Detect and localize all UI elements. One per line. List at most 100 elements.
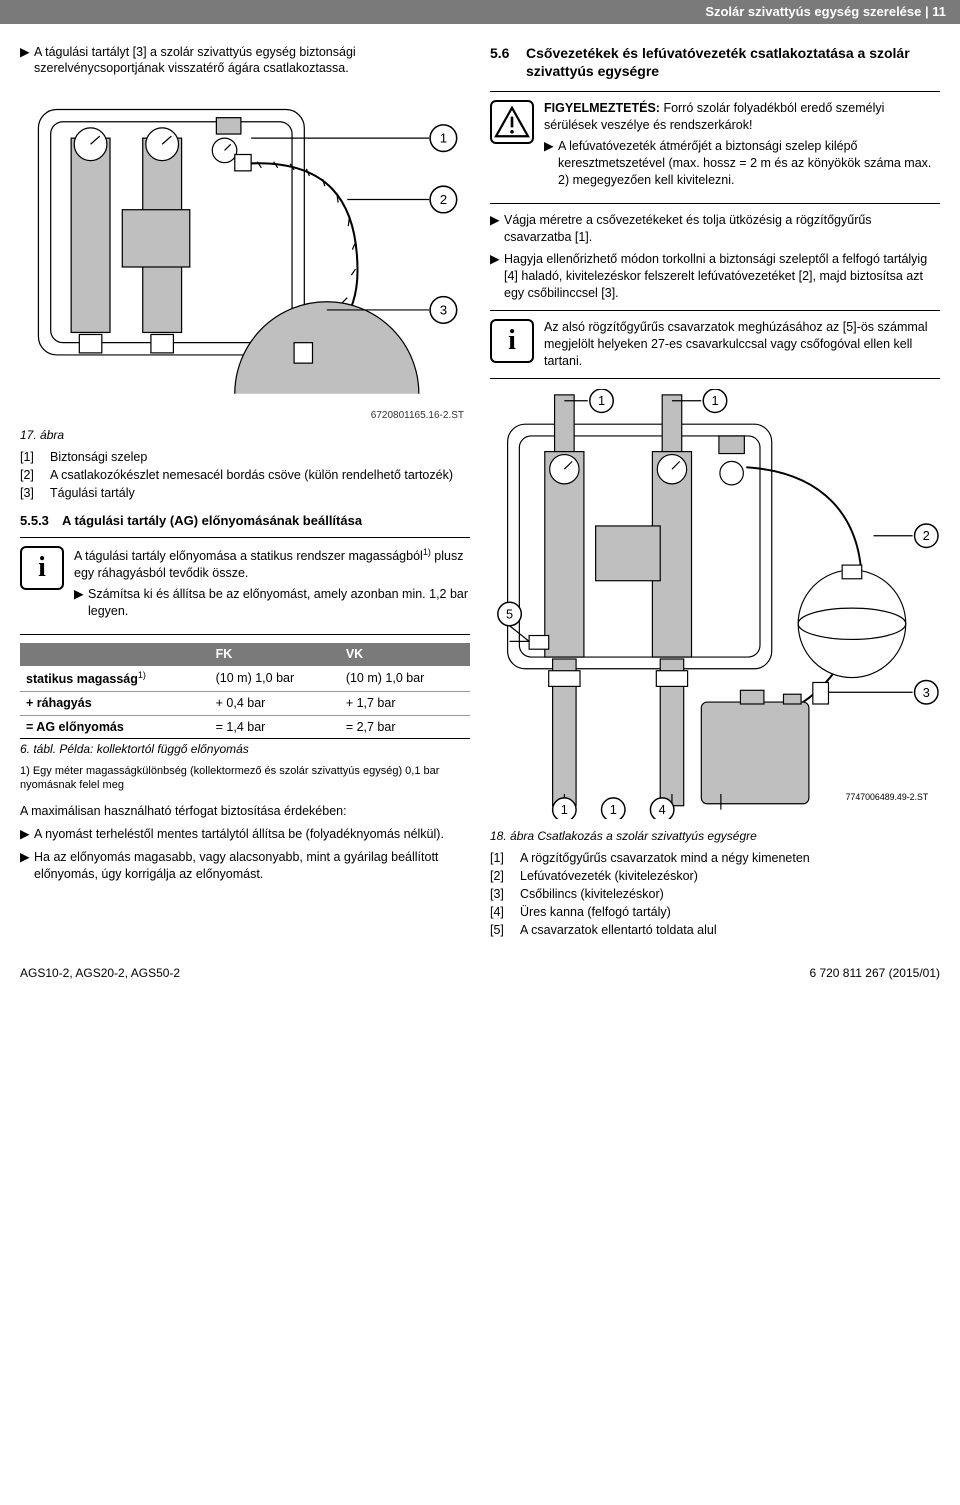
legend-key: [5] [490, 922, 520, 939]
fig18-callout: 5 [506, 606, 513, 621]
table-row: + ráhagyás + 0,4 bar + 1,7 bar [20, 691, 470, 715]
legend-key: [1] [490, 850, 520, 867]
legend-key: [2] [490, 868, 520, 885]
fig18-callout: 1 [561, 802, 568, 817]
row-label: = AG előnyomás [26, 720, 124, 734]
fig18-callout: 1 [711, 393, 718, 408]
info-bullet: Számítsa ki és állítsa be az előnyomást,… [88, 586, 470, 620]
max-intro: A maximálisan használható térfogat bizto… [20, 803, 470, 820]
fig18-callout: 4 [659, 802, 666, 817]
legend-val: A csatlakozókészlet nemesacél bordás csö… [50, 467, 470, 484]
triangle-icon: ▶ [490, 212, 504, 246]
section-title: A tágulási tartály (AG) előnyomásának be… [62, 512, 362, 530]
legend-val: Üres kanna (felfogó tartály) [520, 904, 940, 921]
row-label: statikus magasság [26, 672, 138, 686]
fig17-legend: [1] Biztonsági szelep [2] A csatlakozóké… [20, 449, 470, 502]
fig18-callout: 1 [598, 393, 605, 408]
section-title-text: Csővezetékek és lefúvatóvezeték csatlako… [526, 44, 940, 82]
triangle-icon: ▶ [490, 251, 504, 302]
legend-key: [4] [490, 904, 520, 921]
legend-row: [5] A csavarzatok ellentartó toldata alu… [490, 922, 940, 939]
header-section: Szolár szivattyús egység szerelése [705, 4, 921, 19]
right-column: 5.6 Csővezetékek és lefúvatóvezeték csat… [490, 38, 940, 949]
warning-body: FIGYELMEZTETÉS: Forró szolár folyadékból… [544, 100, 940, 194]
section-number: 5.6 [490, 44, 526, 82]
legend-row: [3] Csőbilincs (kivitelezéskor) [490, 886, 940, 903]
table-caption: 6. tábl. Példa: kollektortól függő előny… [20, 741, 470, 757]
fig18-caption: 18. ábra Csatlakozás a szolár szivattyús… [490, 828, 940, 844]
legend-val: Lefúvatóvezeték (kivitelezéskor) [520, 868, 940, 885]
fig17-callout-3: 3 [440, 303, 447, 318]
triangle-icon: ▶ [20, 826, 34, 843]
header-page: 11 [932, 4, 946, 19]
max-bullet-text: Ha az előnyomás magasabb, vagy alacsonya… [34, 849, 470, 883]
info-callout-553: i A tágulási tartály előnyomása a statik… [20, 537, 470, 635]
section-number: 5.5.3 [20, 512, 62, 530]
th-blank [20, 643, 210, 666]
cell-vk: (10 m) 1,0 bar [340, 666, 470, 692]
mid-bullet-text: Vágja méretre a csővezetékeket és tolja … [504, 212, 940, 246]
warning-icon [490, 100, 534, 144]
legend-key: [3] [20, 485, 50, 502]
footer-right: 6 720 811 267 (2015/01) [809, 965, 940, 981]
max-bullet-text: A nyomást terheléstől mentes tartálytól … [34, 826, 470, 843]
figure-17-svg: 1 2 3 [20, 87, 470, 404]
fig18-legend: [1] A rögzítőgyűrűs csavarzatok mind a n… [490, 850, 940, 938]
info-icon: i [490, 319, 534, 363]
figure-18-svg: 1 1 2 3 1 1 4 5 77 [490, 389, 940, 819]
figure-17: 1 2 3 6720801165.16-2.ST [20, 87, 470, 422]
legend-row: [1] Biztonsági szelep [20, 449, 470, 466]
triangle-icon: ▶ [544, 138, 558, 189]
page-body: ▶ A tágulási tartályt [3] a szolár sziva… [0, 24, 960, 959]
legend-val: A csavarzatok ellentartó toldata alul [520, 922, 940, 939]
figure-18: 1 1 2 3 1 1 4 5 77 [490, 389, 940, 824]
legend-key: [3] [490, 886, 520, 903]
legend-val: Biztonsági szelep [50, 449, 470, 466]
info-sup: 1) [423, 547, 431, 557]
table-row: = AG előnyomás = 1,4 bar = 2,7 bar [20, 715, 470, 739]
legend-key: [1] [20, 449, 50, 466]
fig17-caption: 17. ábra [20, 427, 470, 443]
cell-fk: + 0,4 bar [210, 691, 340, 715]
legend-val: Tágulási tartály [50, 485, 470, 502]
fig17-callout-1: 1 [440, 131, 447, 146]
max-bullet: ▶ Ha az előnyomás magasabb, vagy alacson… [20, 849, 470, 883]
legend-row: [2] A csatlakozókészlet nemesacél bordás… [20, 467, 470, 484]
cell-vk: + 1,7 bar [340, 691, 470, 715]
th-vk: VK [340, 643, 470, 666]
intro-bullet: ▶ A tágulási tartályt [3] a szolár sziva… [20, 44, 470, 78]
legend-key: [2] [20, 467, 50, 484]
pressure-table: FK VK statikus magasság1) (10 m) 1,0 bar… [20, 643, 470, 740]
triangle-icon: ▶ [20, 849, 34, 883]
fig17-ref: 6720801165.16-2.ST [20, 409, 470, 423]
legend-val: Csőbilincs (kivitelezéskor) [520, 886, 940, 903]
section-5-6-heading: 5.6 Csővezetékek és lefúvatóvezeték csat… [490, 44, 940, 82]
page-header: Szolár szivattyús egység szerelése | 11 [0, 0, 960, 24]
fig18-callout: 2 [923, 528, 930, 543]
max-bullet: ▶ A nyomást terheléstől mentes tartálytó… [20, 826, 470, 843]
cell-fk: = 1,4 bar [210, 715, 340, 739]
cell-fk: (10 m) 1,0 bar [210, 666, 340, 692]
mid-bullet-text: Hagyja ellenőrizhető módon torkollni a b… [504, 251, 940, 302]
left-column: ▶ A tágulási tartályt [3] a szolár sziva… [20, 38, 470, 949]
info-callout-mid: i Az alsó rögzítőgyűrűs csavarzatok megh… [490, 310, 940, 379]
row-label: + ráhagyás [26, 696, 92, 710]
table-footnote: 1) Egy méter magasságkülönbség (kollekto… [20, 764, 470, 794]
row-sup: 1) [138, 670, 146, 680]
warning-callout: FIGYELMEZTETÉS: Forró szolár folyadékból… [490, 91, 940, 203]
info-body: A tágulási tartály előnyomása a statikus… [74, 546, 470, 626]
info-mid-text: Az alsó rögzítőgyűrűs csavarzatok meghúz… [544, 319, 940, 370]
info-line1a: A tágulási tartály előnyomása a statikus… [74, 549, 423, 563]
fig17-callout-2: 2 [440, 192, 447, 207]
legend-val: A rögzítőgyűrűs csavarzatok mind a négy … [520, 850, 940, 867]
fig18-ref: 7747006489.49-2.ST [846, 792, 929, 802]
intro-text: A tágulási tartályt [3] a szolár szivatt… [34, 44, 470, 78]
mid-bullet: ▶ Vágja méretre a csővezetékeket és tolj… [490, 212, 940, 246]
fig18-callout: 3 [923, 684, 930, 699]
footer-left: AGS10-2, AGS20-2, AGS50-2 [20, 965, 180, 981]
fig18-callout: 1 [610, 802, 617, 817]
mid-bullet: ▶ Hagyja ellenőrizhető módon torkollni a… [490, 251, 940, 302]
section-5-5-3-heading: 5.5.3 A tágulási tartály (AG) előnyomásá… [20, 512, 470, 530]
warning-bold: FIGYELMEZTETÉS: [544, 101, 660, 115]
legend-row: [3] Tágulási tartály [20, 485, 470, 502]
